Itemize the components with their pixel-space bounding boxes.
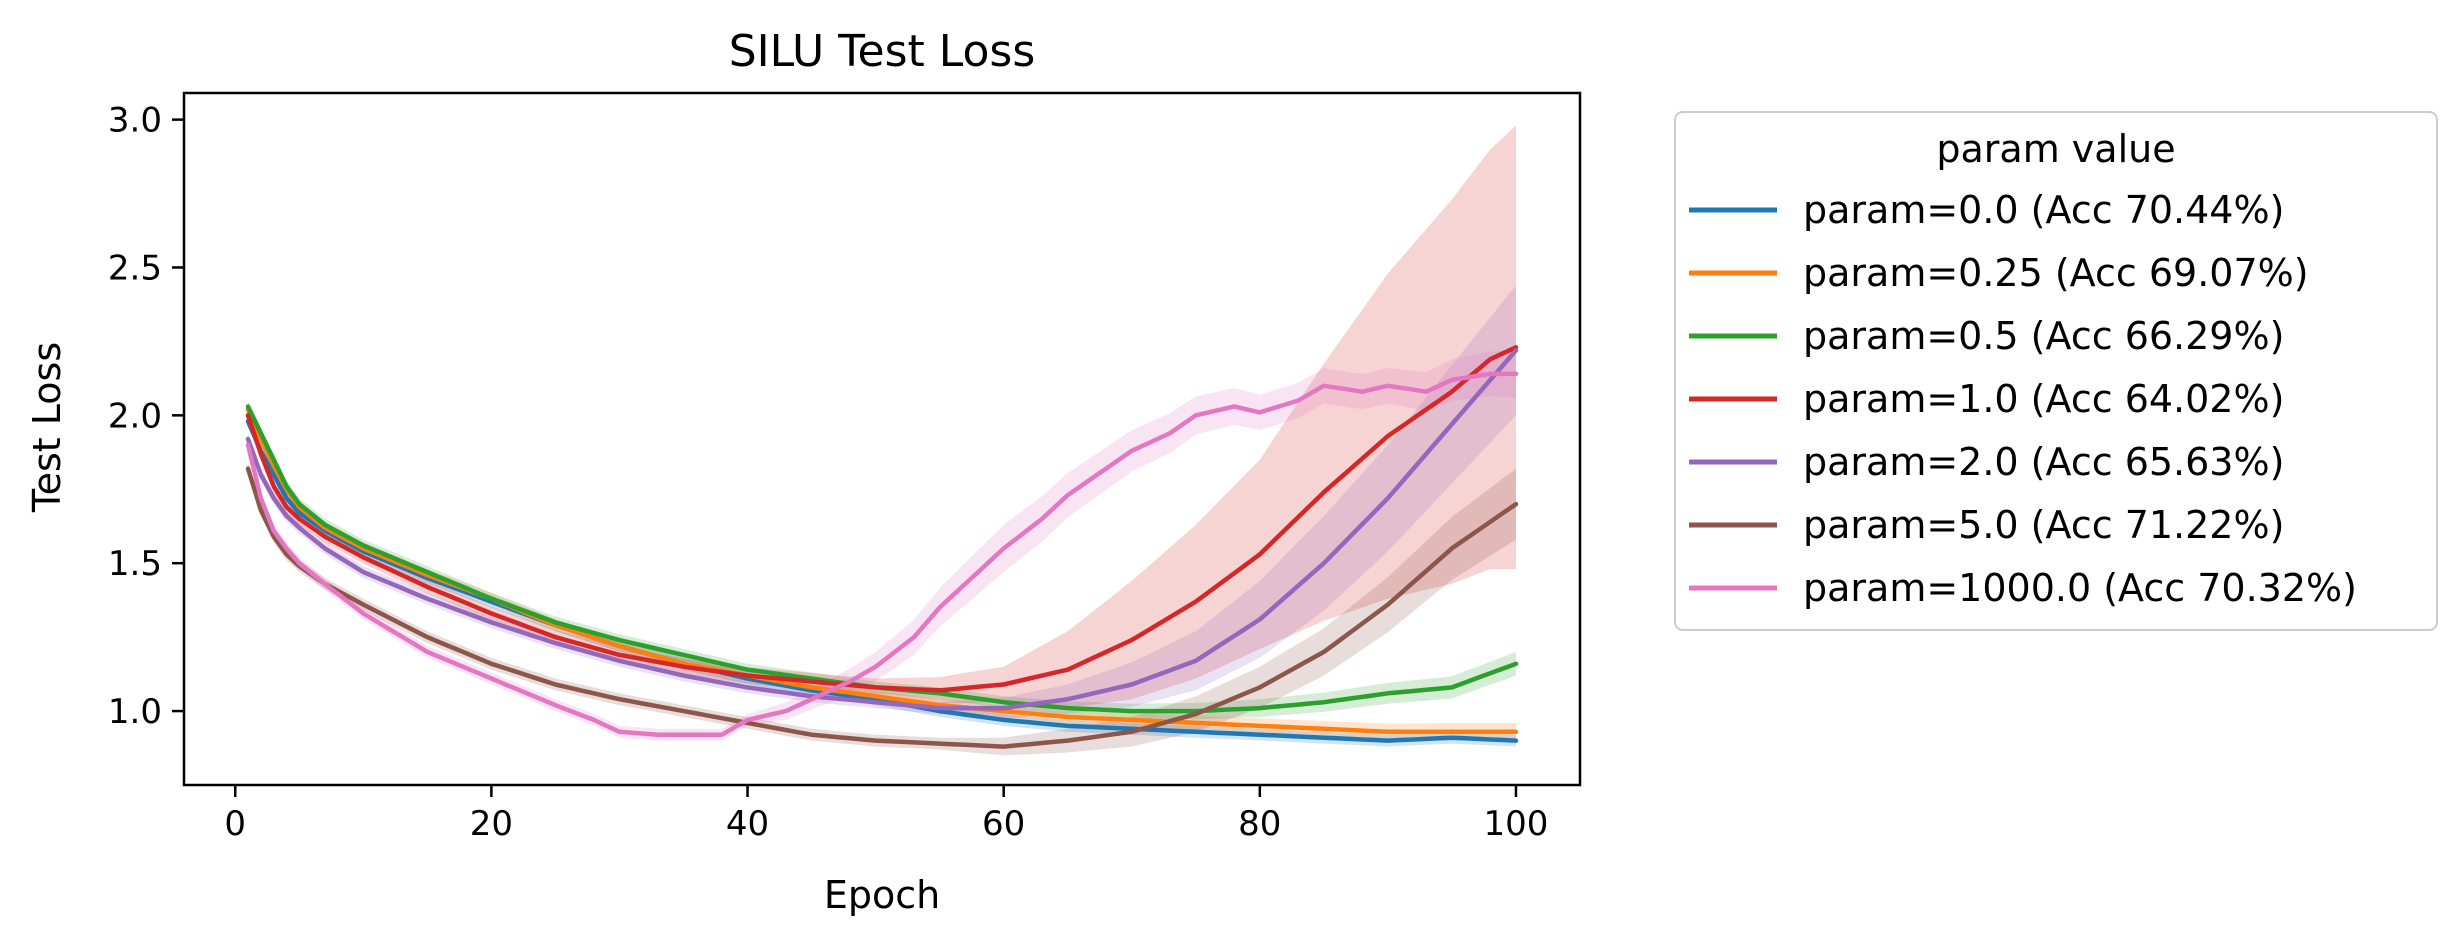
x-tick-label: 40 — [726, 804, 769, 844]
legend: param value param=0.0 (Acc 70.44%)param=… — [1674, 111, 2438, 631]
line-series-5 — [245, 466, 1519, 749]
x-tick-label: 60 — [982, 804, 1025, 844]
line-series-4 — [245, 348, 1519, 711]
legend-box — [1674, 111, 2438, 631]
plot-frame — [182, 91, 1582, 787]
y-tick-label: 1.5 — [108, 544, 162, 584]
x-axis: 0 20 40 60 80 100 — [224, 785, 1548, 844]
y-tick-label: 2.0 — [108, 396, 162, 436]
legend-label-5: param=5.0 (Acc 71.22%) — [1803, 503, 2284, 547]
legend-label-3: param=1.0 (Acc 64.02%) — [1803, 377, 2284, 421]
legend-label-2: param=0.5 (Acc 66.29%) — [1803, 314, 2284, 358]
y-tick-label: 2.5 — [108, 248, 162, 288]
chart-title: SILU Test Loss — [729, 26, 1036, 77]
line-series-0 — [245, 419, 1519, 743]
x-tick-label: 20 — [470, 804, 513, 844]
x-tick-label: 100 — [1484, 804, 1549, 844]
legend-label-0: param=0.0 (Acc 70.44%) — [1803, 188, 2284, 232]
legend-items: param=0.0 (Acc 70.44%) param=0.25 (Acc 69… — [1689, 188, 2357, 610]
y-axis-title: Test Loss — [25, 342, 69, 513]
x-axis-title: Epoch — [824, 873, 940, 917]
y-axis: 1.0 1.5 2.0 2.5 3.0 — [108, 101, 184, 732]
band-series-3 — [248, 125, 1516, 709]
y-tick-label: 1.0 — [108, 692, 162, 732]
line-series-6 — [245, 371, 1519, 737]
plot-area — [245, 125, 1519, 756]
legend-label-1: param=0.25 (Acc 69.07%) — [1803, 251, 2309, 295]
line-series-3 — [245, 345, 1519, 693]
band-series-5 — [248, 462, 1516, 756]
band-series-2 — [248, 400, 1516, 720]
series-lines — [245, 345, 1519, 749]
x-tick-label: 0 — [224, 804, 246, 844]
legend-title: param value — [1936, 127, 2175, 171]
y-tick-label: 3.0 — [108, 101, 162, 141]
x-tick-label: 80 — [1238, 804, 1281, 844]
legend-label-6: param=1000.0 (Acc 70.32%) — [1803, 566, 2357, 610]
legend-label-4: param=2.0 (Acc 65.63%) — [1803, 440, 2284, 484]
